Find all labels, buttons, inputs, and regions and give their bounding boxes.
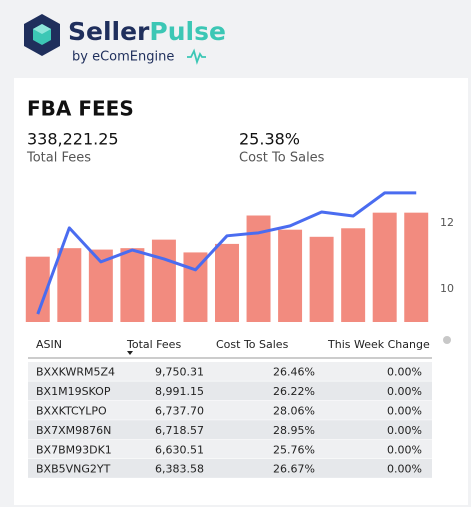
table-row [28, 400, 432, 421]
bar [341, 228, 366, 322]
column-header: Cost To Sales [216, 338, 289, 351]
bar [120, 248, 145, 322]
table-cell: BX1M19SKOP [36, 385, 111, 398]
table-cell: 26.67% [273, 463, 315, 476]
table-cell: BXXKTCYLPO [36, 405, 107, 418]
bar [246, 215, 271, 322]
bar [25, 256, 50, 322]
column-header: ASIN [36, 338, 62, 351]
table: ASIN Total Fees Cost To Sales This Week Cha… [28, 334, 432, 479]
bar [57, 248, 82, 322]
kpi-value: 338,221.25 [27, 130, 119, 149]
column-header: Total Fees [126, 338, 181, 351]
bar [372, 212, 397, 322]
table-cell: 0.00% [387, 385, 422, 398]
table-cell: 26.46% [273, 366, 315, 379]
table-cell: 8,991.15 [155, 385, 204, 398]
tagline: by eComEngine [72, 50, 174, 65]
pulse-icon [187, 48, 206, 65]
table-cell: 6,383.58 [155, 463, 204, 476]
table-cell: 28.95% [273, 424, 315, 437]
table-cell: 6,718.57 [155, 424, 204, 437]
table-row [28, 439, 432, 459]
line [36, 191, 417, 315]
table-cell: 9,750.31 [155, 366, 204, 379]
bar [183, 252, 208, 322]
table-cell: BX7BM93DK1 [36, 443, 112, 456]
table-cell: 0.00% [387, 443, 422, 456]
card-title: FBA FEES [27, 97, 134, 121]
brand-primary-text: Seller [68, 17, 150, 46]
kpi-label: Cost To Sales [239, 151, 325, 166]
table-cell: 0.00% [387, 424, 422, 437]
table-header-bg [28, 334, 432, 358]
bar [278, 229, 303, 322]
logo-icon [24, 14, 60, 56]
bar [215, 243, 239, 322]
y2-tick-label: 10 [440, 282, 454, 295]
brand-accent: Pulse [149, 17, 226, 46]
table-cell: 6,737.70 [155, 405, 204, 418]
kpi-value: 25.38% [239, 130, 300, 149]
kpi-label: Total Fees [26, 151, 91, 166]
bar [88, 249, 113, 322]
scroll-indicator[interactable] [443, 336, 451, 344]
table-row [28, 381, 432, 401]
bar [404, 212, 429, 322]
table-row [28, 459, 432, 479]
table-cell: 6,630.51 [155, 443, 204, 456]
bar [151, 239, 176, 322]
table-cell: 0.00% [387, 463, 422, 476]
table-cell: BXB5VNG2YT [36, 463, 111, 476]
table-cell: BX7XM9876N [36, 424, 111, 437]
table-row [28, 420, 432, 440]
sort-icon [127, 351, 133, 355]
table-cell: 26.22% [273, 385, 315, 398]
table-cell: 28.06% [273, 405, 315, 418]
y2-tick-label: 12 [440, 216, 454, 229]
table-row [28, 362, 432, 382]
column-header: This Week Change [327, 338, 430, 351]
brand-primary: SellerPulse [68, 17, 226, 46]
table-cell: 25.76% [273, 443, 315, 456]
table-cell: BXXKWRM5Z4 [36, 366, 115, 379]
bar [309, 236, 334, 322]
table-cell: 0.00% [387, 366, 422, 379]
table-cell: 0.00% [387, 405, 422, 418]
